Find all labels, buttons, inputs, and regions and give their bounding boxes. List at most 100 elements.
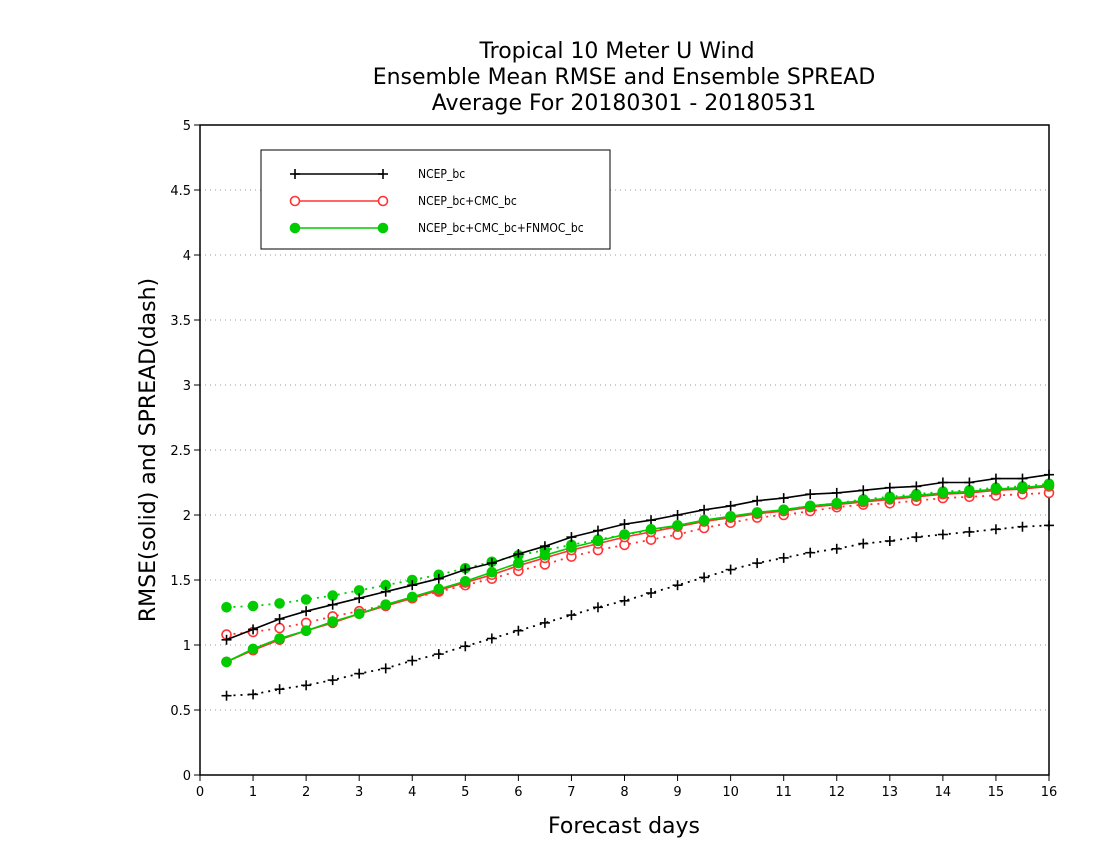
series-3-spread-point: [327, 590, 338, 601]
filled-circle-mark: [327, 616, 338, 627]
filled-circle-mark: [221, 602, 232, 613]
grid-lines: [200, 189, 1049, 711]
series-3-rmse-point: [486, 566, 498, 578]
series-1-rmse-point: [407, 580, 418, 591]
legend-label: NCEP_bc+CMC_bc+FNMOC_bc: [418, 221, 584, 235]
filled-circle-mark: [486, 566, 498, 578]
series-3-rmse-point: [751, 507, 763, 518]
series-1-rmse-point: [301, 606, 312, 617]
x-tick-label: 11: [775, 785, 792, 800]
y-tick-label: 1.5: [170, 574, 191, 589]
x-axis: 0 1 2 3 4 5 6 7 8 9 10 11 12 13 14 15 16: [196, 775, 1057, 800]
series-1-spread-point: [221, 690, 232, 701]
y-tick-label: 3: [183, 379, 191, 394]
series-1-rmse-point: [911, 481, 922, 492]
series-1-spread-point: [752, 558, 763, 569]
series-3-spread: [221, 478, 1055, 613]
x-tick-label: 0: [196, 785, 204, 800]
series-1-rmse-point: [539, 541, 550, 552]
series-3-rmse-point: [831, 498, 843, 509]
x-tick-label: 2: [302, 785, 310, 800]
series-3-rmse-point: [698, 514, 710, 526]
x-tick-label: 16: [1041, 785, 1058, 800]
series-3-rmse-point: [406, 591, 418, 603]
series-1-spread-point: [699, 572, 710, 583]
x-tick-label: 14: [935, 785, 952, 800]
series-1-spread-point: [672, 580, 683, 591]
series-3-rmse-point: [964, 486, 975, 497]
filled-circle-mark: [619, 529, 630, 540]
series-3-rmse-point: [247, 643, 259, 655]
open-circle-mark: [274, 622, 285, 634]
series-1-rmse-point: [513, 549, 524, 559]
legend-label: NCEP_bc: [418, 167, 465, 181]
filled-circle-mark: [804, 500, 816, 512]
x-tick-label: 6: [514, 785, 522, 800]
filled-circle-mark: [831, 498, 843, 509]
series-1-rmse-point: [486, 558, 497, 569]
x-tick-label: 1: [249, 785, 257, 800]
series-1-rmse-point: [831, 487, 842, 498]
x-tick-label: 4: [408, 785, 416, 800]
series-1-spread-point: [1044, 520, 1054, 531]
x-tick-label: 13: [882, 785, 899, 800]
series-1-rmse-point: [460, 564, 471, 575]
y-tick-label: 1: [183, 639, 191, 654]
filled-circle-mark: [592, 535, 604, 547]
filled-circle-mark: [539, 550, 551, 561]
series-1-spread-point: [539, 617, 550, 628]
y-tick-label: 0.5: [170, 704, 191, 719]
filled-circle-mark: [513, 557, 524, 569]
series-3-rmse-point: [857, 495, 869, 507]
series-1-spread-point: [380, 663, 391, 674]
series-1-spread-point: [646, 588, 657, 598]
filled-circle-mark: [645, 524, 657, 535]
x-tick-label: 15: [988, 785, 1005, 800]
series-1-rmse-point: [964, 477, 975, 488]
y-axis: 0 0.5 1 1.5 2 2.5 3 3.5 4 4.5 5: [170, 119, 200, 784]
series-1-spread-point: [248, 689, 259, 700]
series-1-spread-line: [226, 524, 1050, 697]
series-3-rmse-point: [221, 656, 232, 668]
filled-circle-mark: [566, 542, 577, 553]
open-circle-mark: [377, 195, 389, 207]
series-layer: [221, 469, 1055, 701]
y-axis-label: RMSE(solid) and SPREAD(dash): [136, 278, 161, 622]
series-1-spread-point: [407, 655, 418, 666]
filled-circle-mark: [778, 504, 789, 516]
series-1-rmse-point: [274, 614, 285, 624]
series-3-spread-point: [221, 602, 232, 613]
legend-marker-end: [377, 222, 389, 234]
series-1-rmse-point: [805, 489, 816, 500]
series-3-rmse-point: [619, 529, 630, 540]
x-tick-label: 10: [722, 785, 739, 800]
filled-circle-mark: [247, 643, 259, 655]
filled-circle-mark: [274, 598, 285, 609]
x-axis-label: Forecast days: [548, 814, 700, 839]
series-1-rmse-point: [327, 599, 338, 610]
filled-circle-mark: [247, 600, 259, 612]
series-1-rmse-point: [646, 515, 657, 526]
series-2-spread-point: [274, 622, 285, 634]
series-3-rmse-point: [672, 520, 683, 531]
series-3-rmse-point: [1043, 479, 1055, 491]
legend-entry-2: NCEP_bc+CMC_bc: [289, 194, 517, 208]
chart-title-line-3: Average For 20180301 - 20180531: [432, 91, 817, 116]
legend-marker-start: [290, 169, 300, 179]
x-tick-label: 8: [620, 785, 628, 800]
series-1-rmse-point: [592, 525, 603, 536]
legend: NCEP_bc NCEP_bc+CMC_bc NCEP_bc+CMC_bc+FNMO…: [260, 149, 611, 250]
filled-circle-mark: [221, 656, 232, 668]
open-circle-mark: [289, 195, 301, 207]
y-tick-label: 0: [183, 769, 191, 784]
series-3-rmse-point: [300, 625, 312, 637]
filled-circle-mark: [884, 492, 896, 504]
series-3-rmse-point: [513, 557, 524, 569]
chart-title-line-1: Tropical 10 Meter U Wind: [478, 39, 754, 64]
legend-label: NCEP_bc+CMC_bc: [418, 194, 517, 208]
y-tick-label: 5: [183, 119, 191, 134]
series-1-rmse-point: [937, 477, 948, 488]
series-3-spread-line: [226, 482, 1050, 609]
y-tick-label: 4.5: [170, 184, 191, 199]
series-1-rmse-point: [221, 634, 232, 645]
